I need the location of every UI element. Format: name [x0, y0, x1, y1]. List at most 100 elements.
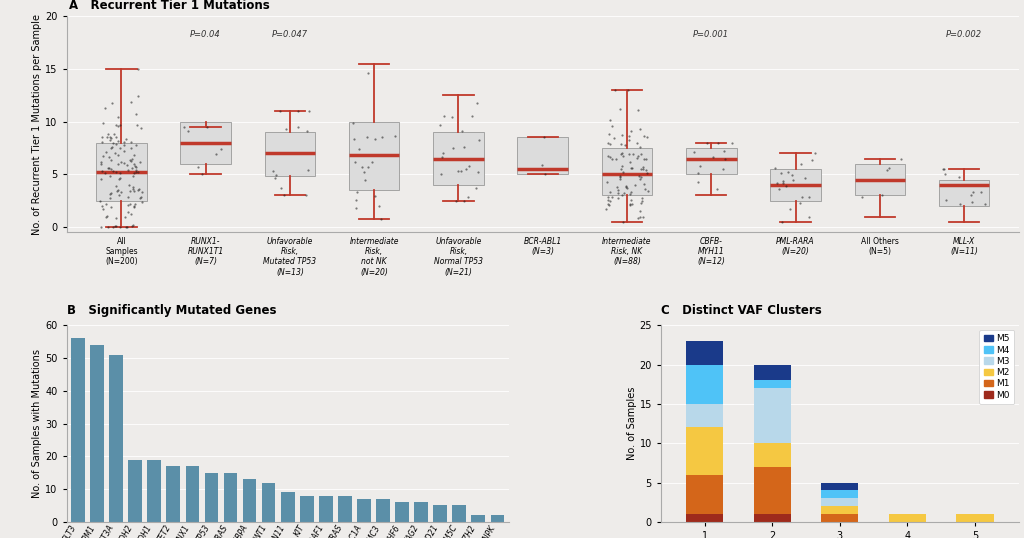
Point: [607, 86, 624, 94]
Point: [882, 164, 898, 172]
Point: [952, 200, 969, 209]
Point: [613, 162, 630, 171]
Point: [447, 196, 464, 205]
Bar: [821, 506, 858, 514]
Bar: [262, 483, 275, 522]
Point: [101, 194, 118, 202]
Y-axis label: No. of Recurrent Tier 1 Mutations per Sample: No. of Recurrent Tier 1 Mutations per Sa…: [33, 14, 42, 235]
Point: [807, 149, 823, 158]
Point: [602, 187, 618, 196]
Point: [132, 124, 148, 133]
Point: [784, 176, 801, 185]
Point: [126, 187, 142, 196]
Point: [213, 145, 229, 153]
Point: [601, 201, 617, 209]
Point: [105, 166, 122, 175]
Point: [630, 213, 646, 222]
Point: [804, 156, 820, 165]
Point: [96, 168, 113, 177]
Point: [710, 138, 726, 147]
Point: [102, 144, 119, 152]
Text: C   Distinct VAF Clusters: C Distinct VAF Clusters: [660, 305, 821, 317]
Point: [126, 201, 142, 210]
Point: [359, 162, 376, 171]
Point: [106, 222, 123, 231]
Bar: [517, 137, 568, 174]
Point: [935, 165, 951, 173]
Point: [110, 151, 126, 159]
Point: [101, 172, 118, 181]
Point: [208, 150, 224, 158]
Point: [624, 187, 640, 196]
Point: [112, 168, 128, 177]
Point: [444, 112, 461, 121]
Bar: [754, 380, 791, 388]
Bar: [185, 466, 200, 522]
Bar: [821, 498, 858, 506]
Point: [602, 140, 618, 148]
Point: [614, 168, 631, 176]
Point: [614, 190, 631, 199]
Point: [879, 166, 895, 174]
Bar: [281, 492, 295, 522]
Point: [176, 123, 193, 131]
Point: [772, 168, 788, 177]
Point: [464, 111, 480, 120]
Point: [795, 193, 811, 202]
Point: [126, 160, 142, 168]
Bar: [754, 365, 791, 380]
Point: [100, 152, 117, 161]
Point: [610, 188, 627, 197]
Point: [769, 179, 785, 187]
Point: [116, 138, 132, 146]
Point: [93, 167, 110, 175]
Point: [624, 199, 640, 208]
Point: [346, 158, 362, 167]
Text: P=0.04: P=0.04: [190, 30, 221, 39]
Point: [109, 181, 125, 190]
Point: [792, 199, 808, 207]
Point: [620, 183, 636, 192]
Point: [112, 223, 128, 231]
Point: [111, 190, 127, 199]
Point: [632, 207, 648, 215]
Point: [622, 200, 638, 209]
Point: [299, 126, 315, 135]
Bar: [686, 514, 723, 522]
Point: [97, 104, 114, 112]
Bar: [453, 506, 466, 522]
Point: [771, 185, 787, 194]
Point: [105, 223, 122, 231]
Point: [132, 192, 148, 201]
Point: [623, 195, 639, 204]
Point: [444, 143, 461, 152]
Point: [112, 174, 128, 183]
Point: [120, 193, 136, 201]
Bar: [686, 475, 723, 514]
Point: [599, 178, 615, 187]
Bar: [686, 148, 736, 174]
Point: [121, 187, 137, 195]
Point: [123, 98, 139, 107]
Bar: [338, 495, 351, 522]
Point: [622, 136, 638, 145]
Point: [347, 196, 364, 204]
Point: [125, 183, 141, 192]
Point: [346, 134, 362, 143]
Point: [633, 199, 649, 208]
Point: [123, 210, 139, 218]
Point: [623, 164, 639, 173]
Point: [604, 155, 621, 164]
Point: [125, 221, 141, 230]
Point: [963, 191, 979, 200]
Point: [95, 204, 112, 213]
Point: [622, 200, 638, 208]
Point: [126, 169, 142, 178]
Bar: [770, 169, 821, 201]
Point: [611, 172, 628, 181]
Point: [775, 177, 792, 186]
Bar: [223, 473, 238, 522]
Point: [119, 161, 135, 169]
Point: [637, 165, 653, 174]
Point: [636, 132, 652, 140]
